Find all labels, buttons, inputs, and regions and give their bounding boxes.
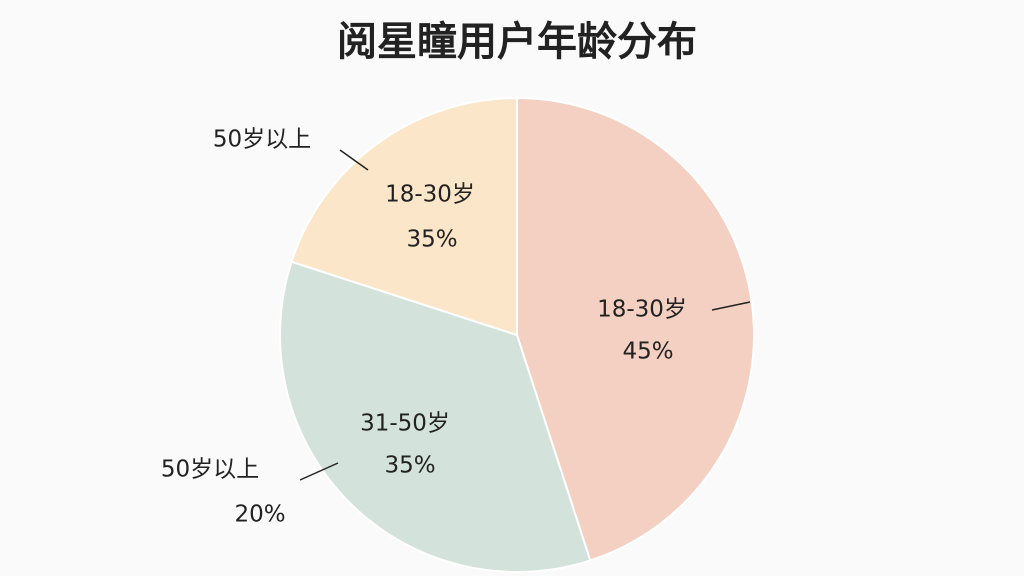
slice-label: 50岁以上 (161, 457, 259, 483)
leader-line (299, 462, 339, 481)
slice-value-label: 20% (234, 502, 285, 528)
annotation: 50岁以上 (213, 127, 311, 153)
pie-slice (516, 96, 755, 562)
slice-value-label: 45% (622, 339, 673, 365)
annotation: 35% (406, 227, 457, 253)
slice-label: 31-50岁 (360, 411, 450, 437)
leader-line (339, 149, 369, 171)
slice-label: 18-30岁 (597, 297, 687, 323)
annotation: 18-30岁 (385, 182, 475, 208)
pie-slice (290, 96, 518, 337)
chart-title: 阅星瞳用户年龄分布 (337, 19, 697, 65)
pie-slice (279, 260, 592, 573)
slice-value-label: 35% (384, 453, 435, 479)
leader-line (711, 301, 751, 311)
